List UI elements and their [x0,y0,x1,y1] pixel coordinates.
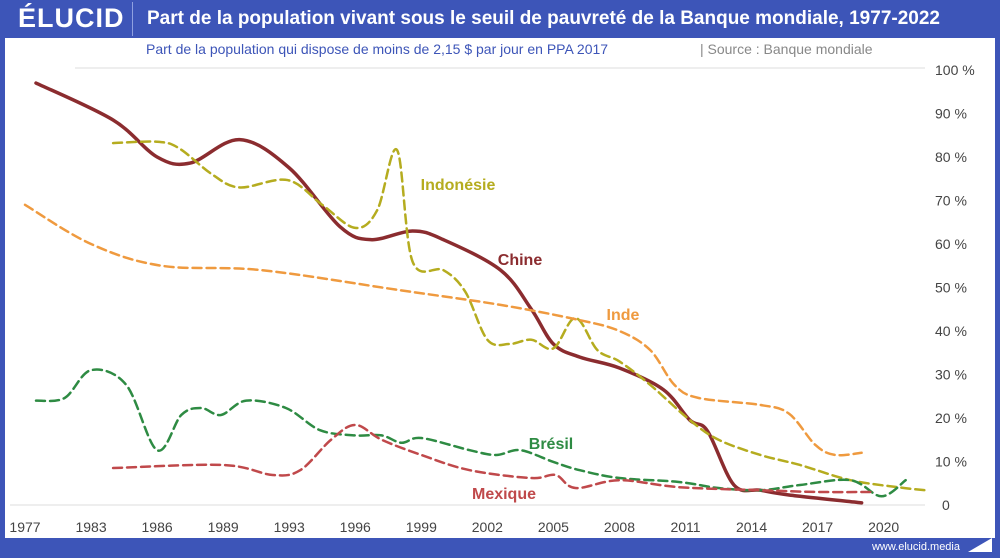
y-tick-label: 90 % [935,106,967,122]
header: ÉLUCID Part de la population vivant sous… [0,0,1000,38]
series-line-mexique [111,423,874,494]
series-label-bresil: Brésil [529,436,573,453]
x-tick-label: 2017 [802,519,833,535]
x-tick-label: 2005 [538,519,569,535]
y-tick-label: 0 [942,497,950,513]
series-line-indonesie [111,140,927,492]
series-line-chine [34,81,864,505]
x-tick-label: 2020 [868,519,899,535]
x-tick-label: 2008 [604,519,635,535]
chart-title: Part de la population vivant sous le seu… [147,8,940,29]
y-tick-label: 80 % [935,149,967,165]
x-tick-label: 2011 [670,519,700,535]
elucid-logo: ÉLUCID [18,3,125,33]
x-tick-label: 1986 [142,519,173,535]
y-tick-label: 10 % [935,454,967,470]
header-divider [132,2,133,36]
chart-subtitle: Part de la population qui dispose de moi… [146,41,609,57]
y-tick-label: 60 % [935,236,967,252]
series-label-mexique: Mexique [472,486,536,503]
x-tick-label: 1977 [9,519,40,535]
series-label-chine: Chine [498,252,543,269]
elucid-mark-icon [968,538,992,552]
x-tick-label: 2002 [472,519,503,535]
x-tick-label: 1999 [406,519,437,535]
y-tick-label: 40 % [935,323,967,339]
y-tick-label: 70 % [935,193,967,209]
x-tick-label: 2014 [736,519,767,535]
series-line-bresil [34,368,907,498]
x-tick-label: 1989 [208,519,239,535]
series-line-inde [23,203,863,457]
y-tick-label: 100 % [935,62,975,78]
x-tick-label: 1983 [75,519,106,535]
x-tick-label: 1993 [274,519,305,535]
y-tick-label: 20 % [935,410,967,426]
y-tick-label: 30 % [935,367,967,383]
footer-url[interactable]: www.elucid.media [871,541,960,553]
chart-source: | Source : Banque mondiale [700,41,873,57]
x-tick-label: 1996 [340,519,371,535]
series-label-indonesie: Indonésie [421,177,496,194]
series-label-inde: Inde [607,307,640,324]
y-tick-label: 50 % [935,280,967,296]
